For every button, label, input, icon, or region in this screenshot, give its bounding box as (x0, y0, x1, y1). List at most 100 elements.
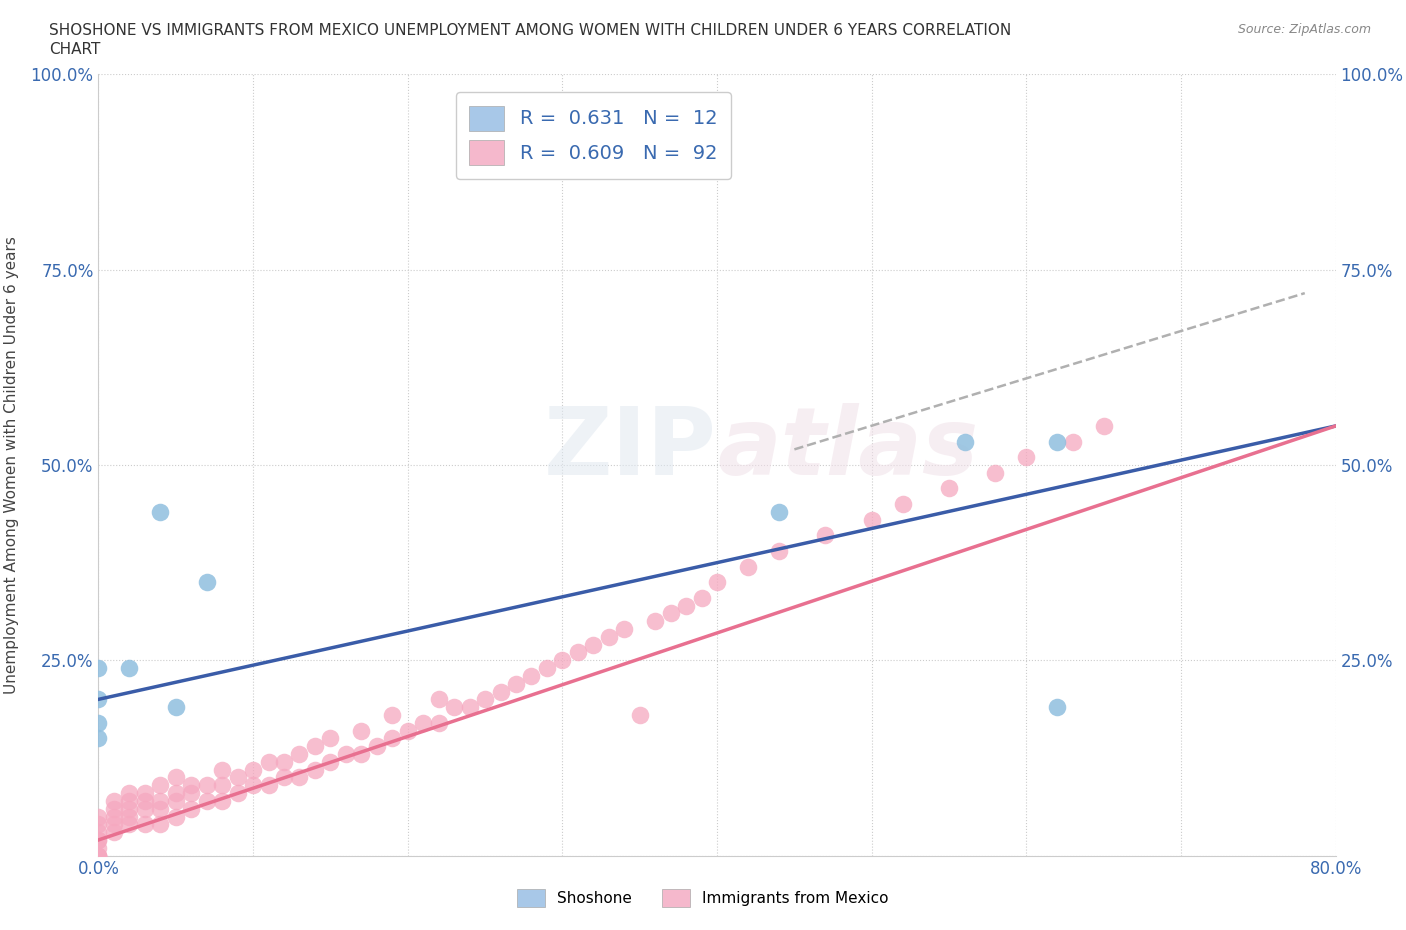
Point (304, 738, 326, 753)
Point (288, 747, 311, 762)
Point (474, 692, 496, 707)
Point (768, 543, 790, 558)
Point (103, 793, 125, 808)
Point (195, 777, 218, 792)
Point (598, 630, 620, 644)
Point (242, 763, 264, 777)
Point (273, 770, 295, 785)
Point (458, 699, 481, 714)
Point (103, 809, 125, 824)
Point (814, 528, 837, 543)
Point (180, 777, 202, 792)
Point (87, 817, 110, 831)
Point (165, 793, 187, 808)
Point (242, 777, 264, 792)
Point (165, 786, 187, 801)
Point (582, 637, 605, 652)
Point (1092, 418, 1115, 433)
Point (427, 715, 450, 730)
Text: CHART: CHART (49, 42, 101, 57)
Point (87, 660, 110, 675)
Point (149, 802, 172, 817)
Point (180, 786, 202, 801)
Point (87, 825, 110, 840)
Point (149, 504, 172, 519)
Point (381, 708, 404, 723)
Point (891, 497, 914, 512)
Point (489, 684, 512, 699)
Point (195, 793, 218, 808)
Point (536, 660, 558, 675)
Point (319, 754, 342, 769)
Point (737, 559, 759, 574)
Point (273, 754, 295, 769)
Text: ZIP: ZIP (544, 404, 717, 496)
Point (87, 715, 110, 730)
Point (257, 754, 280, 769)
Point (335, 747, 357, 762)
Point (319, 731, 342, 746)
Point (396, 724, 419, 738)
Point (1062, 434, 1084, 449)
Point (1046, 434, 1069, 449)
Point (118, 809, 141, 824)
Point (211, 777, 233, 792)
Point (195, 575, 218, 590)
Point (350, 724, 373, 738)
Point (257, 777, 280, 792)
Point (628, 708, 651, 723)
Point (304, 763, 326, 777)
Point (134, 793, 156, 808)
Point (165, 770, 187, 785)
Point (984, 465, 1007, 480)
Point (87, 848, 110, 863)
Point (103, 802, 125, 817)
Point (690, 591, 713, 605)
Point (134, 802, 156, 817)
Point (165, 699, 187, 714)
Point (211, 793, 233, 808)
Point (134, 786, 156, 801)
Point (149, 793, 172, 808)
Point (551, 653, 574, 668)
Point (427, 692, 450, 707)
Point (226, 786, 249, 801)
Point (134, 817, 156, 831)
Point (118, 802, 141, 817)
Point (505, 676, 527, 691)
Point (118, 817, 141, 831)
Point (953, 434, 976, 449)
Point (103, 825, 125, 840)
Point (118, 660, 141, 675)
Point (87, 832, 110, 847)
Point (288, 770, 311, 785)
Point (165, 809, 187, 824)
Point (103, 817, 125, 831)
Point (443, 699, 465, 714)
Point (87, 848, 110, 863)
Legend: Shoshone, Immigrants from Mexico: Shoshone, Immigrants from Mexico (512, 884, 894, 913)
Text: atlas: atlas (717, 404, 979, 496)
Point (768, 504, 790, 519)
Point (613, 621, 636, 636)
Point (567, 645, 589, 660)
Text: Source: ZipAtlas.com: Source: ZipAtlas.com (1237, 23, 1371, 36)
Point (659, 606, 682, 621)
Point (180, 802, 202, 817)
Point (87, 809, 110, 824)
Legend: R =  0.631   N =  12, R =  0.609   N =  92: R = 0.631 N = 12, R = 0.609 N = 92 (456, 92, 731, 179)
Point (644, 614, 666, 629)
Point (675, 598, 697, 613)
Point (118, 786, 141, 801)
Point (87, 848, 110, 863)
Point (1015, 450, 1038, 465)
Text: SHOSHONE VS IMMIGRANTS FROM MEXICO UNEMPLOYMENT AMONG WOMEN WITH CHILDREN UNDER : SHOSHONE VS IMMIGRANTS FROM MEXICO UNEMP… (49, 23, 1011, 38)
Point (149, 777, 172, 792)
Point (226, 770, 249, 785)
Point (381, 731, 404, 746)
Point (211, 763, 233, 777)
Point (87, 832, 110, 847)
Point (938, 481, 960, 496)
Point (412, 715, 434, 730)
Point (350, 747, 373, 762)
